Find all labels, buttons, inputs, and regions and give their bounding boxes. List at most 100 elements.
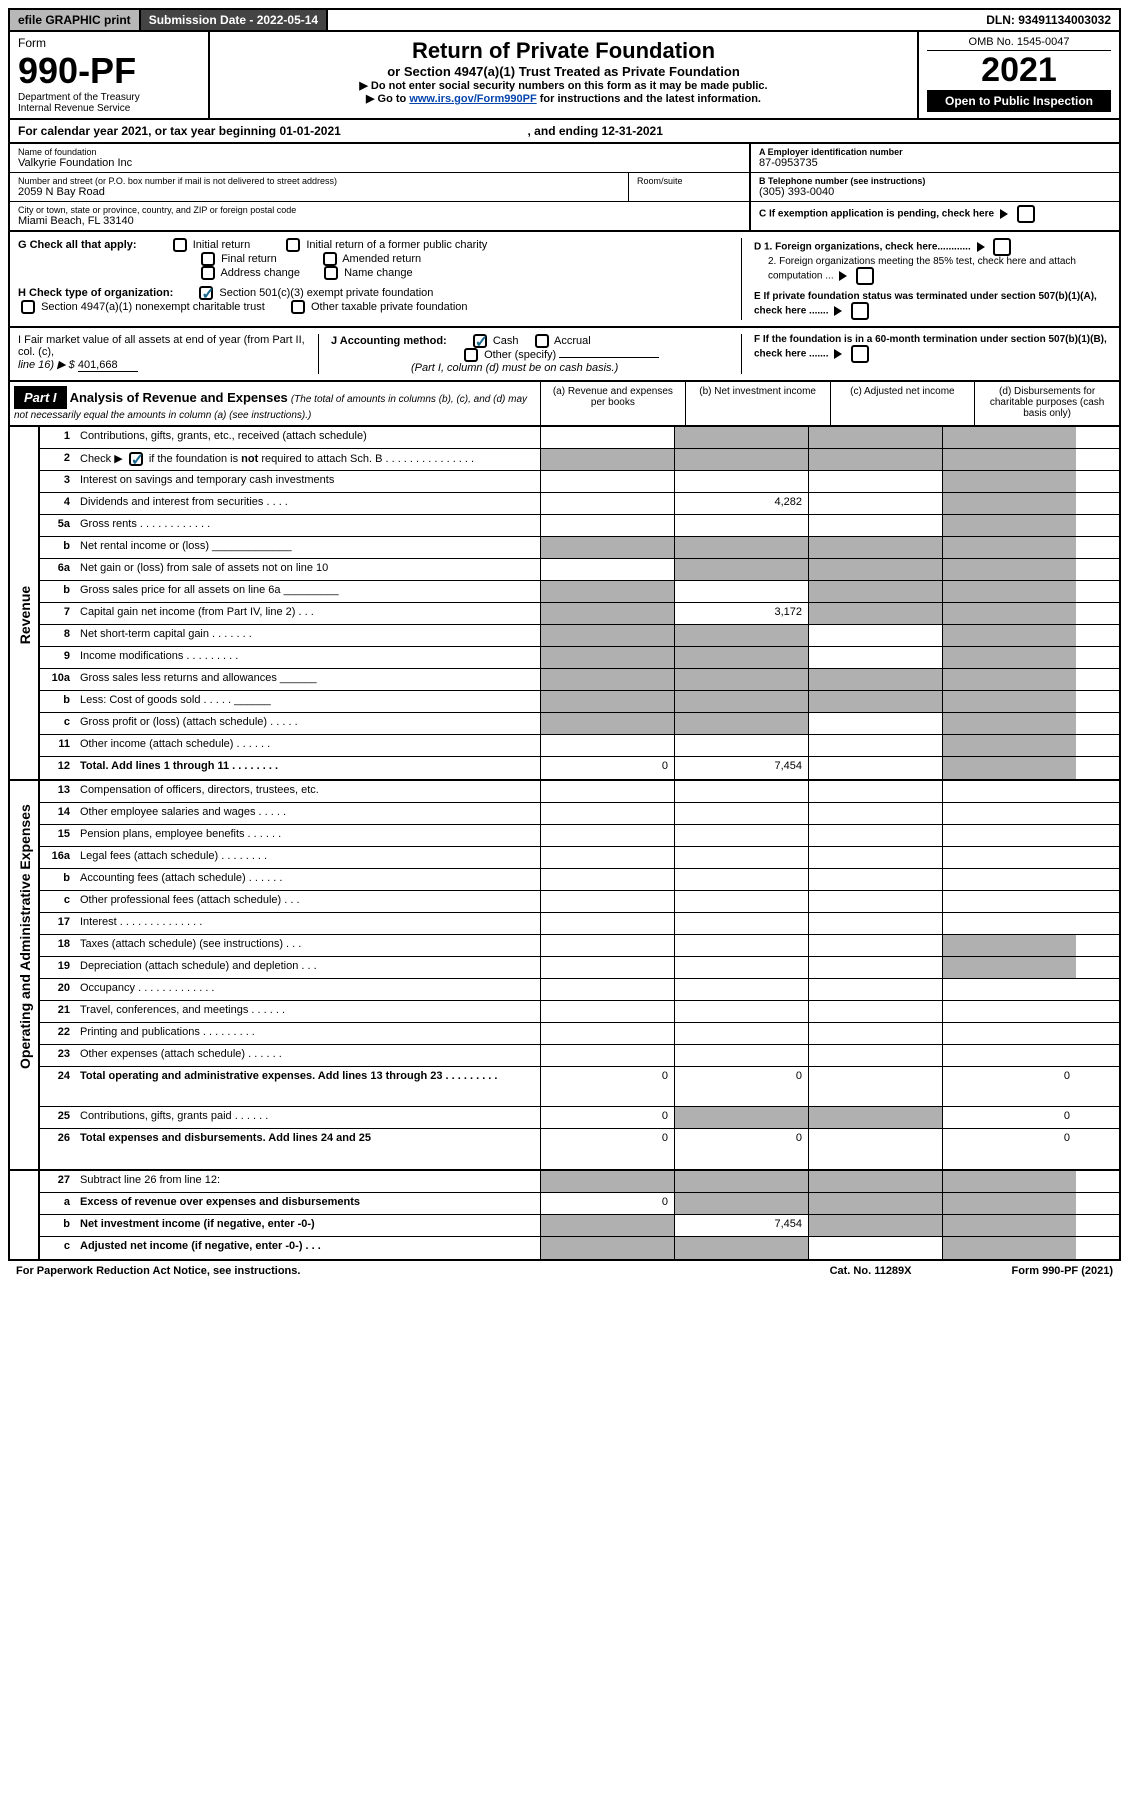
chk-initial[interactable] [173,238,187,252]
chk-final[interactable] [201,252,215,266]
cell [942,979,1076,1000]
cell [942,669,1076,690]
table-row: 12Total. Add lines 1 through 11 . . . . … [40,757,1119,779]
revenue-table: Revenue 1Contributions, gifts, grants, e… [8,427,1121,781]
c-checkbox[interactable] [1017,205,1035,223]
cell: 0 [540,1193,674,1214]
part1-header: Part I Analysis of Revenue and Expenses … [8,382,1121,427]
cell [942,1171,1076,1192]
cell [808,471,942,492]
row-num: 12 [40,757,76,779]
chk-4947[interactable] [21,300,35,314]
chk-initial-former[interactable] [286,238,300,252]
cell [808,891,942,912]
topbar: efile GRAPHIC print Submission Date - 20… [8,8,1121,32]
form-label: Form [18,36,200,50]
chk-501c3[interactable] [199,286,213,300]
c-label: C If exemption application is pending, c… [759,209,994,220]
cell [808,603,942,624]
omb: OMB No. 1545-0047 [927,36,1111,51]
chk-cash[interactable] [473,334,487,348]
cell [942,891,1076,912]
tel-val: (305) 393-0040 [759,186,1111,198]
cell [674,1171,808,1192]
irs-link[interactable]: www.irs.gov/Form990PF [409,93,536,105]
cell [674,471,808,492]
row-desc: Interest . . . . . . . . . . . . . . [76,913,540,934]
chk-name[interactable] [324,266,338,280]
cell [540,735,674,756]
chk-d1[interactable] [993,238,1011,256]
row-num: 14 [40,803,76,824]
cell [808,1067,942,1106]
cell: 0 [942,1067,1076,1106]
submission-date: Submission Date - 2022-05-14 [141,10,328,30]
cell [808,935,942,956]
table-row: 21Travel, conferences, and meetings . . … [40,1001,1119,1023]
row-desc: Printing and publications . . . . . . . … [76,1023,540,1044]
chk-e[interactable] [851,302,869,320]
cell [942,735,1076,756]
cell [674,691,808,712]
cell [942,559,1076,580]
city-val: Miami Beach, FL 33140 [18,215,741,227]
table-row: cAdjusted net income (if negative, enter… [40,1237,1119,1259]
row-desc: Compensation of officers, directors, tru… [76,781,540,802]
cell [942,869,1076,890]
table-row: 20Occupancy . . . . . . . . . . . . . [40,979,1119,1001]
row-desc: Total. Add lines 1 through 11 . . . . . … [76,757,540,779]
row-desc: Net rental income or (loss) ____________… [76,537,540,558]
cell [942,449,1076,470]
j-note: (Part I, column (d) must be on cash basi… [411,362,618,374]
cell [808,1129,942,1169]
cell [540,979,674,1000]
row-num: b [40,537,76,558]
efile-print-btn[interactable]: efile GRAPHIC print [10,10,141,30]
chk-addr[interactable] [201,266,215,280]
cell [808,647,942,668]
section-g-h: G Check all that apply: Initial return I… [8,232,1121,328]
cell [674,625,808,646]
cell [674,869,808,890]
cell [808,537,942,558]
chk-schb[interactable] [129,452,143,466]
chk-other-acct[interactable] [464,348,478,362]
addr-val: 2059 N Bay Road [18,186,620,198]
cell [540,1001,674,1022]
cell: 0 [540,1067,674,1106]
chk-accrual[interactable] [535,334,549,348]
row-num: c [40,1237,76,1259]
form-number: 990-PF [18,50,200,92]
row-num: 27 [40,1171,76,1192]
cell [942,1215,1076,1236]
row-num: 9 [40,647,76,668]
row-num: 22 [40,1023,76,1044]
table-row: 13Compensation of officers, directors, t… [40,781,1119,803]
cell [808,427,942,448]
cell [942,957,1076,978]
cell [674,1045,808,1066]
cell [808,515,942,536]
cell [674,891,808,912]
row-desc: Gross sales less returns and allowances … [76,669,540,690]
chk-d2[interactable] [856,267,874,285]
cell [540,427,674,448]
cell [808,1045,942,1066]
row-desc: Gross sales price for all assets on line… [76,581,540,602]
chk-amended[interactable] [323,252,337,266]
chk-f[interactable] [851,345,869,363]
cell: 0 [942,1107,1076,1128]
table-row: 5aGross rents . . . . . . . . . . . . [40,515,1119,537]
cell [540,647,674,668]
cell [674,559,808,580]
cell: 0 [674,1067,808,1106]
part1-badge: Part I [14,386,67,409]
table-row: bLess: Cost of goods sold . . . . . ____… [40,691,1119,713]
cell [674,647,808,668]
chk-other-tax[interactable] [291,300,305,314]
row-num: b [40,869,76,890]
row-desc: Total expenses and disbursements. Add li… [76,1129,540,1169]
cell [808,1001,942,1022]
row-desc: Net investment income (if negative, ente… [76,1215,540,1236]
row-num: 23 [40,1045,76,1066]
